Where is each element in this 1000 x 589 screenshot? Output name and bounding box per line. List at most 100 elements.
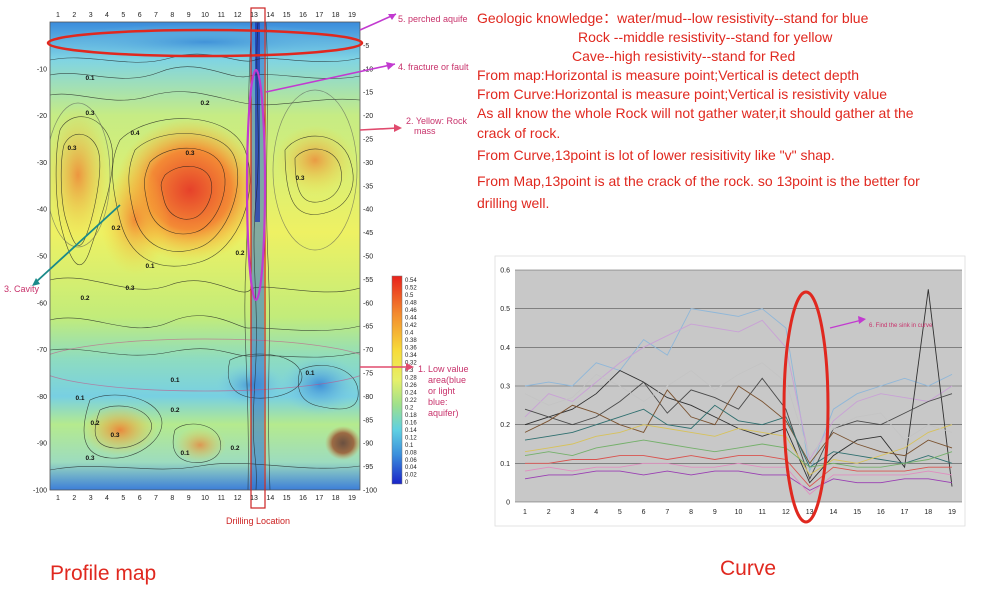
colorbar-label: 0.02 [405, 473, 417, 479]
map-x-tick-bottom-3: 3 [89, 495, 93, 502]
map-x-tick-top-6: 6 [138, 12, 142, 19]
colorbar-label: 0.46 [405, 308, 417, 314]
curve-x-tick-10: 10 [735, 509, 743, 516]
contour-label: 0.2 [90, 420, 99, 427]
curve-x-tick-17: 17 [901, 509, 909, 516]
colorbar-label: 0.04 [405, 465, 417, 471]
map-y-ticks-right: -5-10-15-20-25-30-35-40-45-50-55-60-65-7… [363, 43, 377, 495]
annotation-3: 3. Cavity [4, 284, 40, 294]
note-line-1: Geologic knowledge：water/mud--low resist… [477, 10, 869, 26]
colorbar-label: 0.4 [405, 331, 414, 337]
colorbar-label: 0.38 [405, 338, 417, 344]
annotation-arrows [32, 13, 414, 371]
contour-label: 0.3 [85, 455, 94, 462]
map-y-tick-right: -50 [363, 254, 373, 261]
curve-x-tick-3: 3 [570, 509, 574, 516]
curve-series-line-8 [524, 439, 953, 468]
note-line-7: crack of rock. [477, 125, 560, 141]
annotation-6: 6. Find the sink in curve [869, 323, 933, 329]
map-x-tick-bottom-18: 18 [332, 495, 340, 502]
map-x-tick-top-1: 1 [56, 12, 60, 19]
contour-label: 0.1 [170, 377, 179, 384]
fracture-ellipse [245, 68, 267, 302]
curve-series-line-6 [524, 404, 953, 468]
contour-label: 0.1 [75, 395, 84, 402]
curve-chart: 00.10.20.30.40.50.6 1 2 3 4 5 6 7 8 9 10 11 12 13 14 1… [494, 255, 966, 527]
map-y-tick-left: -50 [37, 254, 47, 261]
map-x-tick-bottom-1: 1 [56, 495, 60, 502]
map-y-tick-right: -90 [363, 441, 373, 448]
annotation-1-line1: 1. Low value [418, 364, 469, 374]
colorbar-label: 0 [405, 480, 409, 486]
colorbar-label: 0.3 [405, 368, 414, 374]
colorbar-label: 0.28 [405, 375, 417, 381]
curve-y-tick: 0.3 [500, 384, 510, 391]
map-x-tick-top-15: 15 [283, 12, 291, 19]
map-y-tick-right: -15 [363, 90, 373, 97]
map-y-tick-right: -100 [363, 488, 377, 495]
map-x-tick-bottom-8: 8 [170, 495, 174, 502]
curve-x-tick-4: 4 [594, 509, 598, 516]
contour-label: 0.3 [295, 175, 304, 182]
curve-x-tick-12: 12 [782, 509, 790, 516]
curve-y-tick: 0.6 [500, 268, 510, 275]
map-x-tick-top-5: 5 [121, 12, 125, 19]
contour-label: 0.1 [180, 450, 189, 457]
note-line-6: As all know the whole Rock will not gath… [477, 105, 914, 121]
curve-x-tick-11: 11 [759, 509, 766, 516]
cool-zone-mid [215, 363, 285, 407]
curve-x-tick-2: 2 [547, 509, 551, 516]
colorbar-label: 0.5 [405, 293, 414, 299]
annotation-1-line4: blue: [428, 397, 448, 407]
curve-x-tick-14: 14 [829, 509, 837, 516]
colorbar-label: 0.22 [405, 398, 417, 404]
colorbar-label: 0.52 [405, 286, 417, 292]
hot-zone-right [275, 125, 355, 195]
colorbar-labels: 0.540.520.50.480.460.440.420.40.380.360.… [405, 278, 417, 486]
colorbar-label: 0.48 [405, 301, 417, 307]
contour-label: 0.3 [185, 150, 194, 157]
rock-ellipse-right [272, 89, 358, 251]
contour-label: 0.3 [125, 285, 134, 292]
note-line-5: From Curve:Horizontal is measure point;V… [477, 86, 887, 102]
annotation-4: 4. fracture or fault [398, 62, 469, 72]
note-line-10: drilling well. [477, 195, 549, 211]
map-y-tick-right: -45 [363, 230, 373, 237]
colorbar-label: 0.32 [405, 360, 417, 366]
colorbar-label: 0.14 [405, 428, 417, 434]
colorbar-label: 0.34 [405, 353, 417, 359]
map-x-tick-bottom-11: 11 [218, 495, 225, 502]
curve-x-tick-7: 7 [665, 509, 669, 516]
map-y-tick-left: -100 [33, 488, 47, 495]
perched-aquifer-ellipse [46, 28, 364, 58]
map-x-tick-bottom-7: 7 [154, 495, 158, 502]
map-y-tick-right: -5 [363, 43, 369, 50]
colorbar-label: 0.1 [405, 443, 414, 449]
map-x-tick-bottom-6: 6 [138, 495, 142, 502]
map-x-tick-top-2: 2 [72, 12, 76, 19]
fracture-column-core [255, 22, 260, 222]
map-y-tick-right: -65 [363, 324, 373, 331]
map-y-tick-left: -30 [37, 160, 47, 167]
curve-series [524, 289, 953, 495]
colorbar-label: 0.08 [405, 450, 417, 456]
map-x-tick-top-16: 16 [299, 12, 307, 19]
hot-zone-left [50, 105, 110, 245]
hot-zone-bottom-2 [174, 427, 226, 463]
contour-label: 0.2 [80, 295, 89, 302]
colorbar-label: 0.18 [405, 413, 417, 419]
cool-zone-right [280, 355, 360, 415]
map-y-tick-left: -60 [37, 300, 47, 307]
colorbar-label: 0.36 [405, 346, 417, 352]
map-x-tick-bottom-2: 2 [72, 495, 76, 502]
annotation-5: 5. perched aquife [398, 14, 468, 24]
map-x-tick-bottom-5: 5 [121, 495, 125, 502]
profile-map-caption: Profile map [50, 562, 156, 585]
colorbar-label: 0.12 [405, 435, 417, 441]
cool-zone-top [50, 24, 360, 60]
colorbar-label: 0.26 [405, 383, 417, 389]
map-x-ticks-bottom: 1 2 3 4 5 6 7 8 9 10 11 12 13 14 15 16 17 18 19 [56, 495, 356, 502]
map-x-tick-top-11: 11 [218, 12, 225, 19]
map-x-tick-bottom-16: 16 [299, 495, 307, 502]
